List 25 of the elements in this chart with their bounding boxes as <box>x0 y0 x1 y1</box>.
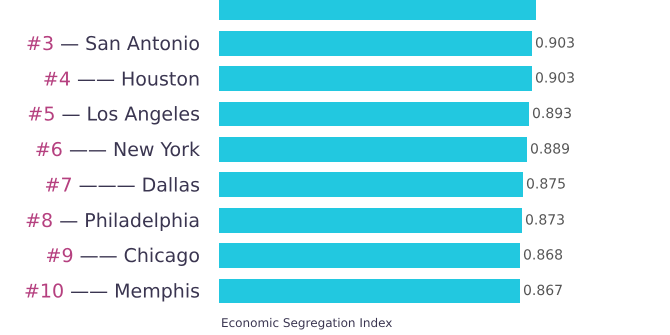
data-label: 0.867 <box>523 283 564 299</box>
x-axis-title: Economic Segregation Index <box>221 316 392 330</box>
data-label: 0.903 <box>535 36 576 52</box>
data-label: 0.875 <box>526 176 566 192</box>
bar <box>219 66 532 91</box>
bar <box>219 279 520 303</box>
bar <box>219 102 529 126</box>
data-label: 0.873 <box>525 212 566 228</box>
y-tick-label: #10 —— Memphis <box>24 280 200 303</box>
bar <box>219 137 527 162</box>
bar <box>219 172 523 197</box>
data-label: 0.868 <box>523 248 564 264</box>
bar <box>219 31 532 56</box>
y-tick-label: #9 —— Chicago <box>46 245 200 268</box>
y-tick-label: #7 ——— Dallas <box>44 174 200 196</box>
y-tick-label: #5 — Los Angeles <box>27 104 200 126</box>
bar <box>219 243 520 268</box>
data-label: 0.893 <box>532 106 572 122</box>
bar <box>219 208 522 233</box>
data-label: 0.889 <box>530 142 570 158</box>
data-label: 0.903 <box>535 70 576 86</box>
y-tick-label: #4 —— Houston <box>42 68 200 90</box>
y-tick-label: #3 — San Antonio <box>26 32 200 55</box>
y-tick-label: #6 —— New York <box>34 139 200 162</box>
y-tick-label: #8 — Philadelphia <box>25 210 200 232</box>
